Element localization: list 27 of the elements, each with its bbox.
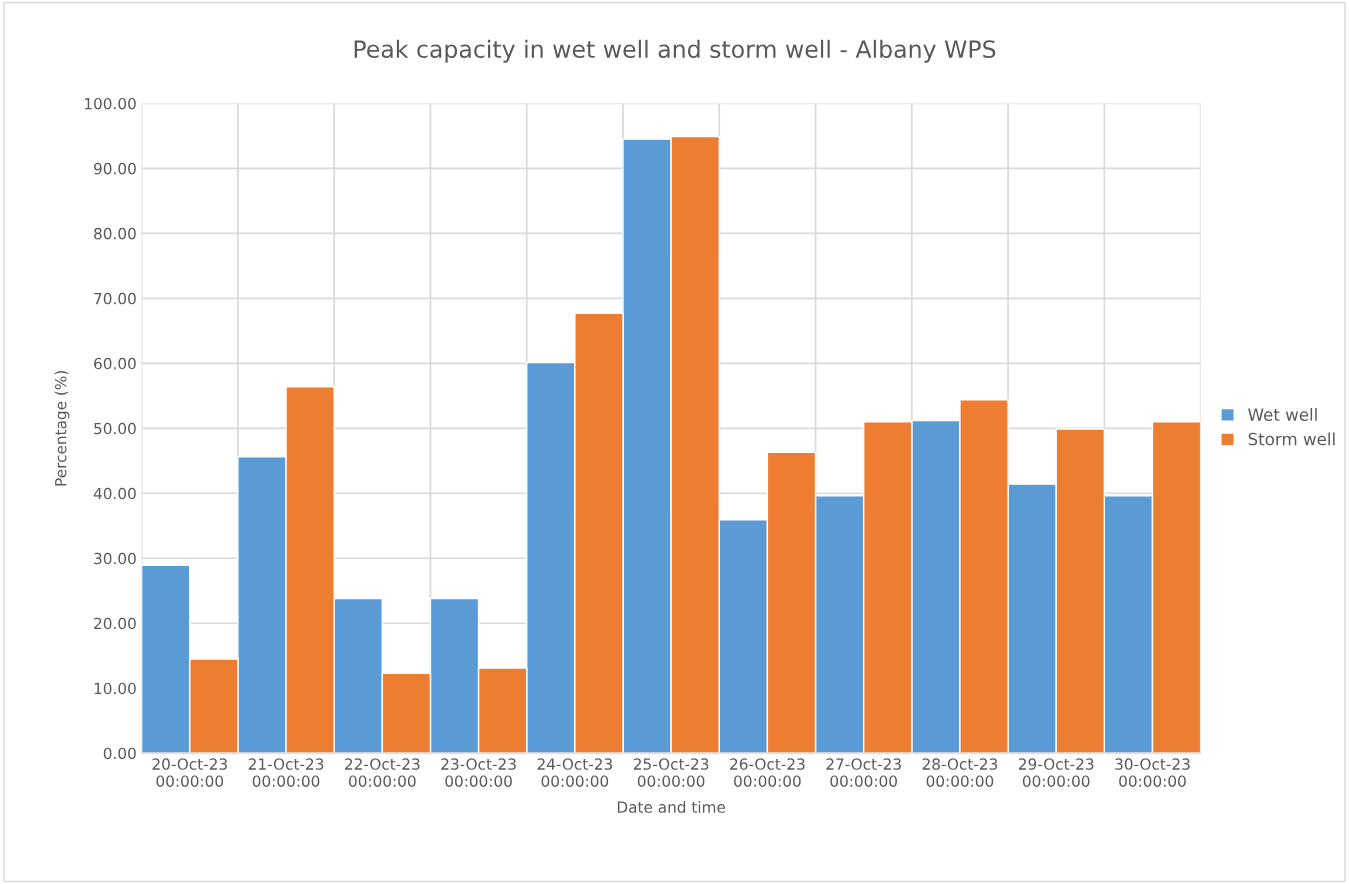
x-tick-label: 27-Oct-23 00:00:00 — [826, 758, 901, 787]
y-tick-label: 10.00 — [94, 682, 136, 695]
x-tick-label: 25-Oct-23 00:00:00 — [633, 758, 709, 787]
legend-label: Wet well — [1248, 408, 1317, 421]
y-tick-label: 100.00 — [85, 97, 136, 110]
y-tick-label: 30.00 — [94, 552, 136, 565]
y-tick-label: 70.00 — [94, 292, 136, 305]
x-tick-label: 21-Oct-23 00:00:00 — [248, 758, 324, 787]
y-tick-label: 0.00 — [103, 747, 136, 760]
y-tick-label: 60.00 — [94, 357, 136, 370]
y-tick-label: 40.00 — [93, 487, 136, 500]
x-tick-label: 26-Oct-23 00:00:00 — [730, 758, 805, 787]
x-tick-label: 20-Oct-23 00:00:00 — [152, 758, 227, 787]
y-axis-title: Percentage (%) — [54, 371, 70, 486]
x-tick-label: 29-Oct-23 00:00:00 — [1018, 758, 1094, 787]
x-tick-label: 24-Oct-23 00:00:00 — [537, 758, 612, 787]
x-tick-label: 30-Oct-23 00:00:00 — [1115, 758, 1190, 787]
x-axis-title: Date and time — [617, 801, 726, 813]
x-tick-label: 22-Oct-23 00:00:00 — [345, 758, 420, 787]
y-tick-label: 20.00 — [94, 617, 136, 630]
chart-title: Peak capacity in wet well and storm well - Albany WPS — [354, 39, 996, 63]
legend-label: Storm well — [1248, 432, 1335, 446]
x-tick-label: 23-Oct-23 00:00:00 — [441, 758, 516, 787]
y-tick-label: 90.00 — [94, 162, 136, 175]
x-tick-label: 28-Oct-23 00:00:00 — [922, 758, 998, 787]
y-tick-label: 80.00 — [94, 227, 136, 240]
y-tick-label: 50.00 — [94, 422, 136, 435]
